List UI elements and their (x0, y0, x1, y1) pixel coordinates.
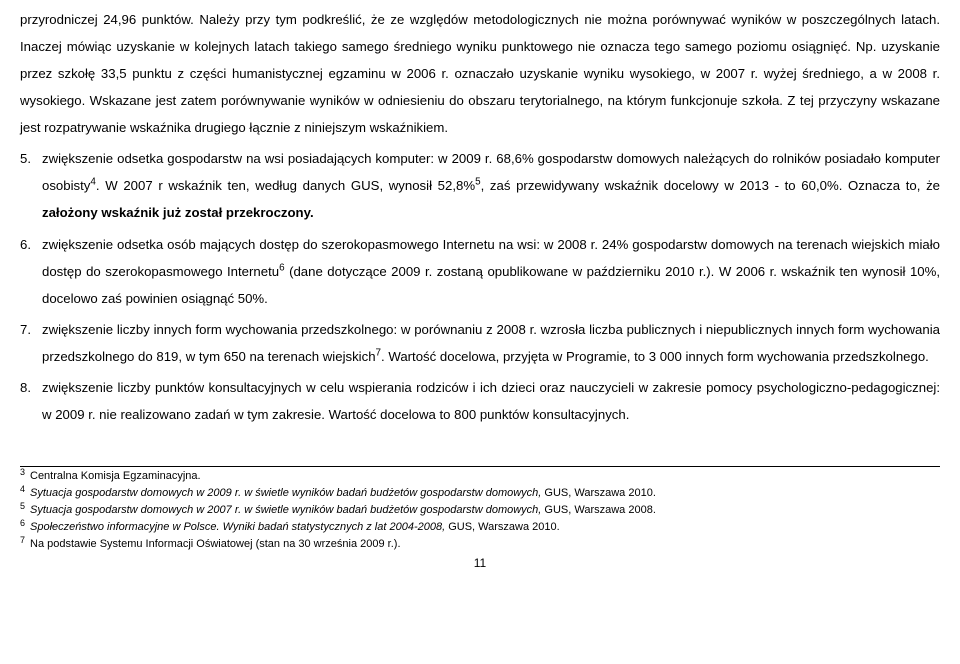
footnote-number: 3 (20, 466, 25, 479)
footnote-number: 7 (20, 534, 25, 547)
list-item-5: 5. zwiększenie odsetka gospodarstw na ws… (20, 145, 940, 226)
footnote-number: 6 (20, 517, 25, 530)
item-number: 7. (20, 316, 31, 343)
item-number: 5. (20, 145, 31, 172)
footnote-text: Na podstawie Systemu Informacji Oświatow… (30, 538, 401, 550)
item-number: 6. (20, 231, 31, 258)
footnote-italic: Sytuacja gospodarstw domowych w 2007 r. … (30, 504, 541, 516)
numbered-list: 5. zwiększenie odsetka gospodarstw na ws… (20, 145, 940, 428)
item-text: . W 2007 r wskaźnik ten, według danych G… (96, 178, 475, 193)
footnote-text: GUS, Warszawa 2010. (445, 521, 560, 533)
item-text: , zaś przewidywany wskaźnik docelowy w 2… (481, 178, 940, 193)
list-item-8: 8. zwiększenie liczby punktów konsultacy… (20, 374, 940, 428)
footnote-number: 4 (20, 483, 25, 496)
footnote-divider (20, 466, 940, 467)
footnote-text: Centralna Komisja Egzaminacyjna. (30, 470, 201, 482)
footnote-text: GUS, Warszawa 2008. (541, 504, 656, 516)
footnote-7: 7 Na podstawie Systemu Informacji Oświat… (20, 537, 940, 553)
footnote-number: 5 (20, 500, 25, 513)
footnote-text: GUS, Warszawa 2010. (541, 487, 656, 499)
footnotes: 3 Centralna Komisja Egzaminacyjna. 4 Syt… (20, 469, 940, 553)
page-number: 11 (20, 557, 940, 569)
list-item-7: 7. zwiększenie liczby innych form wychow… (20, 316, 940, 370)
intro-paragraph: przyrodniczej 24,96 punktów. Należy przy… (20, 6, 940, 141)
footnote-italic: Sytuacja gospodarstw domowych w 2009 r. … (30, 487, 541, 499)
item-text: zwiększenie liczby punktów konsultacyjny… (42, 380, 940, 422)
footnote-italic: Społeczeństwo informacyjne w Polsce. Wyn… (30, 521, 445, 533)
item-number: 8. (20, 374, 31, 401)
item-text: . Wartość docelowa, przyjęta w Programie… (381, 349, 929, 364)
footnote-5: 5 Sytuacja gospodarstw domowych w 2007 r… (20, 503, 940, 519)
footnote-3: 3 Centralna Komisja Egzaminacyjna. (20, 469, 940, 485)
footnote-6: 6 Społeczeństwo informacyjne w Polsce. W… (20, 520, 940, 536)
footnote-4: 4 Sytuacja gospodarstw domowych w 2009 r… (20, 486, 940, 502)
bold-text: założony wskaźnik już został przekroczon… (42, 205, 314, 220)
list-item-6: 6. zwiększenie odsetka osób mających dos… (20, 231, 940, 312)
